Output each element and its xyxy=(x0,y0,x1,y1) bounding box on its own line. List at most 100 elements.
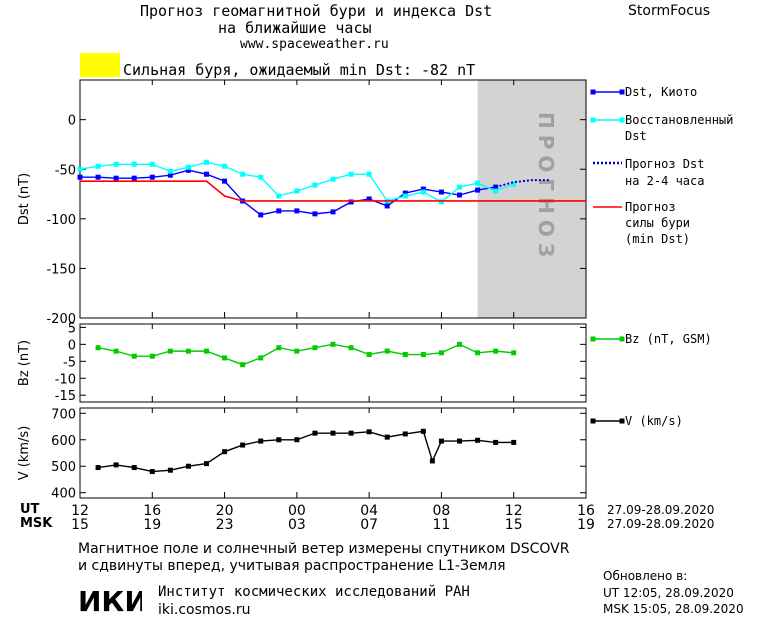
ut-tick-label: 12 xyxy=(71,503,89,519)
ut-tick-label: 12 xyxy=(505,503,523,519)
data-point xyxy=(511,439,517,445)
data-point xyxy=(294,348,300,354)
data-point xyxy=(366,196,372,202)
data-point xyxy=(149,174,155,180)
data-point xyxy=(258,212,264,218)
data-point xyxy=(493,188,499,194)
series-line xyxy=(495,179,550,189)
data-point xyxy=(77,166,83,172)
data-point xyxy=(330,430,336,436)
data-point xyxy=(402,193,408,199)
data-point xyxy=(204,461,209,467)
data-point xyxy=(312,345,318,351)
y-axis-label: Bz (nT) xyxy=(17,340,32,386)
msk-tick-label: 03 xyxy=(288,517,306,533)
series-line xyxy=(79,161,514,203)
legend-swatch-marker xyxy=(590,117,596,123)
dst-panel: ПРОГНОЗ 0 -50 -100 -150 -200 Dst (nT) xyxy=(17,79,587,327)
msk-tick-label: 23 xyxy=(216,517,234,533)
updated-msk: MSK 15:05, 28.09.2020 xyxy=(603,602,744,616)
data-point xyxy=(204,348,209,354)
data-point xyxy=(493,348,499,354)
data-point xyxy=(276,208,282,214)
data-point xyxy=(185,164,191,170)
legend-forecast-1: Прогноз Dst xyxy=(625,157,705,171)
site-url[interactable]: www.spaceweather.ru xyxy=(240,37,389,52)
data-point xyxy=(330,341,336,347)
chart-subtitle: на ближайшие часы xyxy=(218,19,372,37)
data-point xyxy=(294,208,300,214)
y-tick-label: -200 xyxy=(46,312,76,327)
ut-tick-label: 16 xyxy=(143,503,161,519)
data-point xyxy=(185,167,191,173)
data-point xyxy=(402,190,408,196)
data-point xyxy=(95,345,101,351)
data-point xyxy=(258,355,264,361)
legend-swatch-marker xyxy=(619,418,625,424)
data-point xyxy=(204,159,209,165)
data-point xyxy=(348,430,354,436)
ut-axis-label: UT xyxy=(20,502,40,517)
series-line xyxy=(97,343,514,366)
data-point xyxy=(402,352,408,358)
y-tick-label: 5 xyxy=(68,321,76,336)
y-tick-label: -100 xyxy=(46,213,76,228)
data-point xyxy=(457,184,462,190)
data-point xyxy=(95,174,101,180)
data-point xyxy=(366,352,372,358)
legend-v: V (km/s) xyxy=(625,414,683,428)
data-point xyxy=(113,161,119,167)
data-point xyxy=(384,348,390,354)
data-point xyxy=(438,199,444,205)
data-point xyxy=(438,189,444,195)
y-tick-label: 500 xyxy=(51,460,76,475)
data-point xyxy=(149,469,155,475)
data-point xyxy=(348,199,354,205)
y-tick-label: -150 xyxy=(46,262,76,277)
y-tick-label: -5 xyxy=(63,355,76,370)
data-point xyxy=(77,174,83,180)
legend-restored-1: Восстановленный xyxy=(625,113,734,127)
legend-storm-1: Прогноз xyxy=(625,200,676,214)
legend-swatch-marker xyxy=(619,89,625,95)
series-line xyxy=(80,180,586,202)
msk-date-range: 27.09-28.09.2020 xyxy=(607,517,715,531)
footer-line2: и сдвинуты вперед, учитывая распростране… xyxy=(78,558,506,574)
data-point xyxy=(384,203,390,209)
data-point xyxy=(185,348,191,354)
y-tick-label: 0 xyxy=(68,338,76,353)
data-point xyxy=(240,362,246,368)
msk-tick-label: 19 xyxy=(577,517,595,533)
institute-site[interactable]: iki.cosmos.ru xyxy=(158,602,251,618)
data-point xyxy=(113,348,119,354)
data-point xyxy=(330,176,336,182)
data-point xyxy=(366,429,372,435)
data-point xyxy=(312,211,318,217)
data-point xyxy=(457,192,462,198)
storm-level-swatch xyxy=(80,53,120,77)
data-point xyxy=(348,171,354,177)
institute-name: Институт космических исследований РАН xyxy=(158,584,470,600)
legend-swatch-marker xyxy=(619,117,625,123)
data-point xyxy=(149,353,155,359)
data-point xyxy=(429,458,435,464)
forecast-band-label: ПРОГНОЗ xyxy=(534,112,558,263)
data-point xyxy=(131,465,137,471)
data-point xyxy=(420,189,426,195)
ut-tick-label: 04 xyxy=(360,503,378,519)
data-point xyxy=(420,352,426,358)
data-point xyxy=(366,171,372,177)
legend-bz: Bz (nT, GSM) xyxy=(625,332,712,346)
data-point xyxy=(511,181,517,187)
data-point xyxy=(131,175,137,181)
brand-name: StormFocus xyxy=(628,3,711,19)
data-point xyxy=(402,431,408,437)
ut-date-range: 27.09-28.09.2020 xyxy=(607,503,715,517)
data-point xyxy=(312,182,318,188)
data-point xyxy=(95,163,101,169)
data-point xyxy=(240,442,246,448)
data-point xyxy=(330,209,336,215)
legend-swatch-marker xyxy=(590,336,596,342)
